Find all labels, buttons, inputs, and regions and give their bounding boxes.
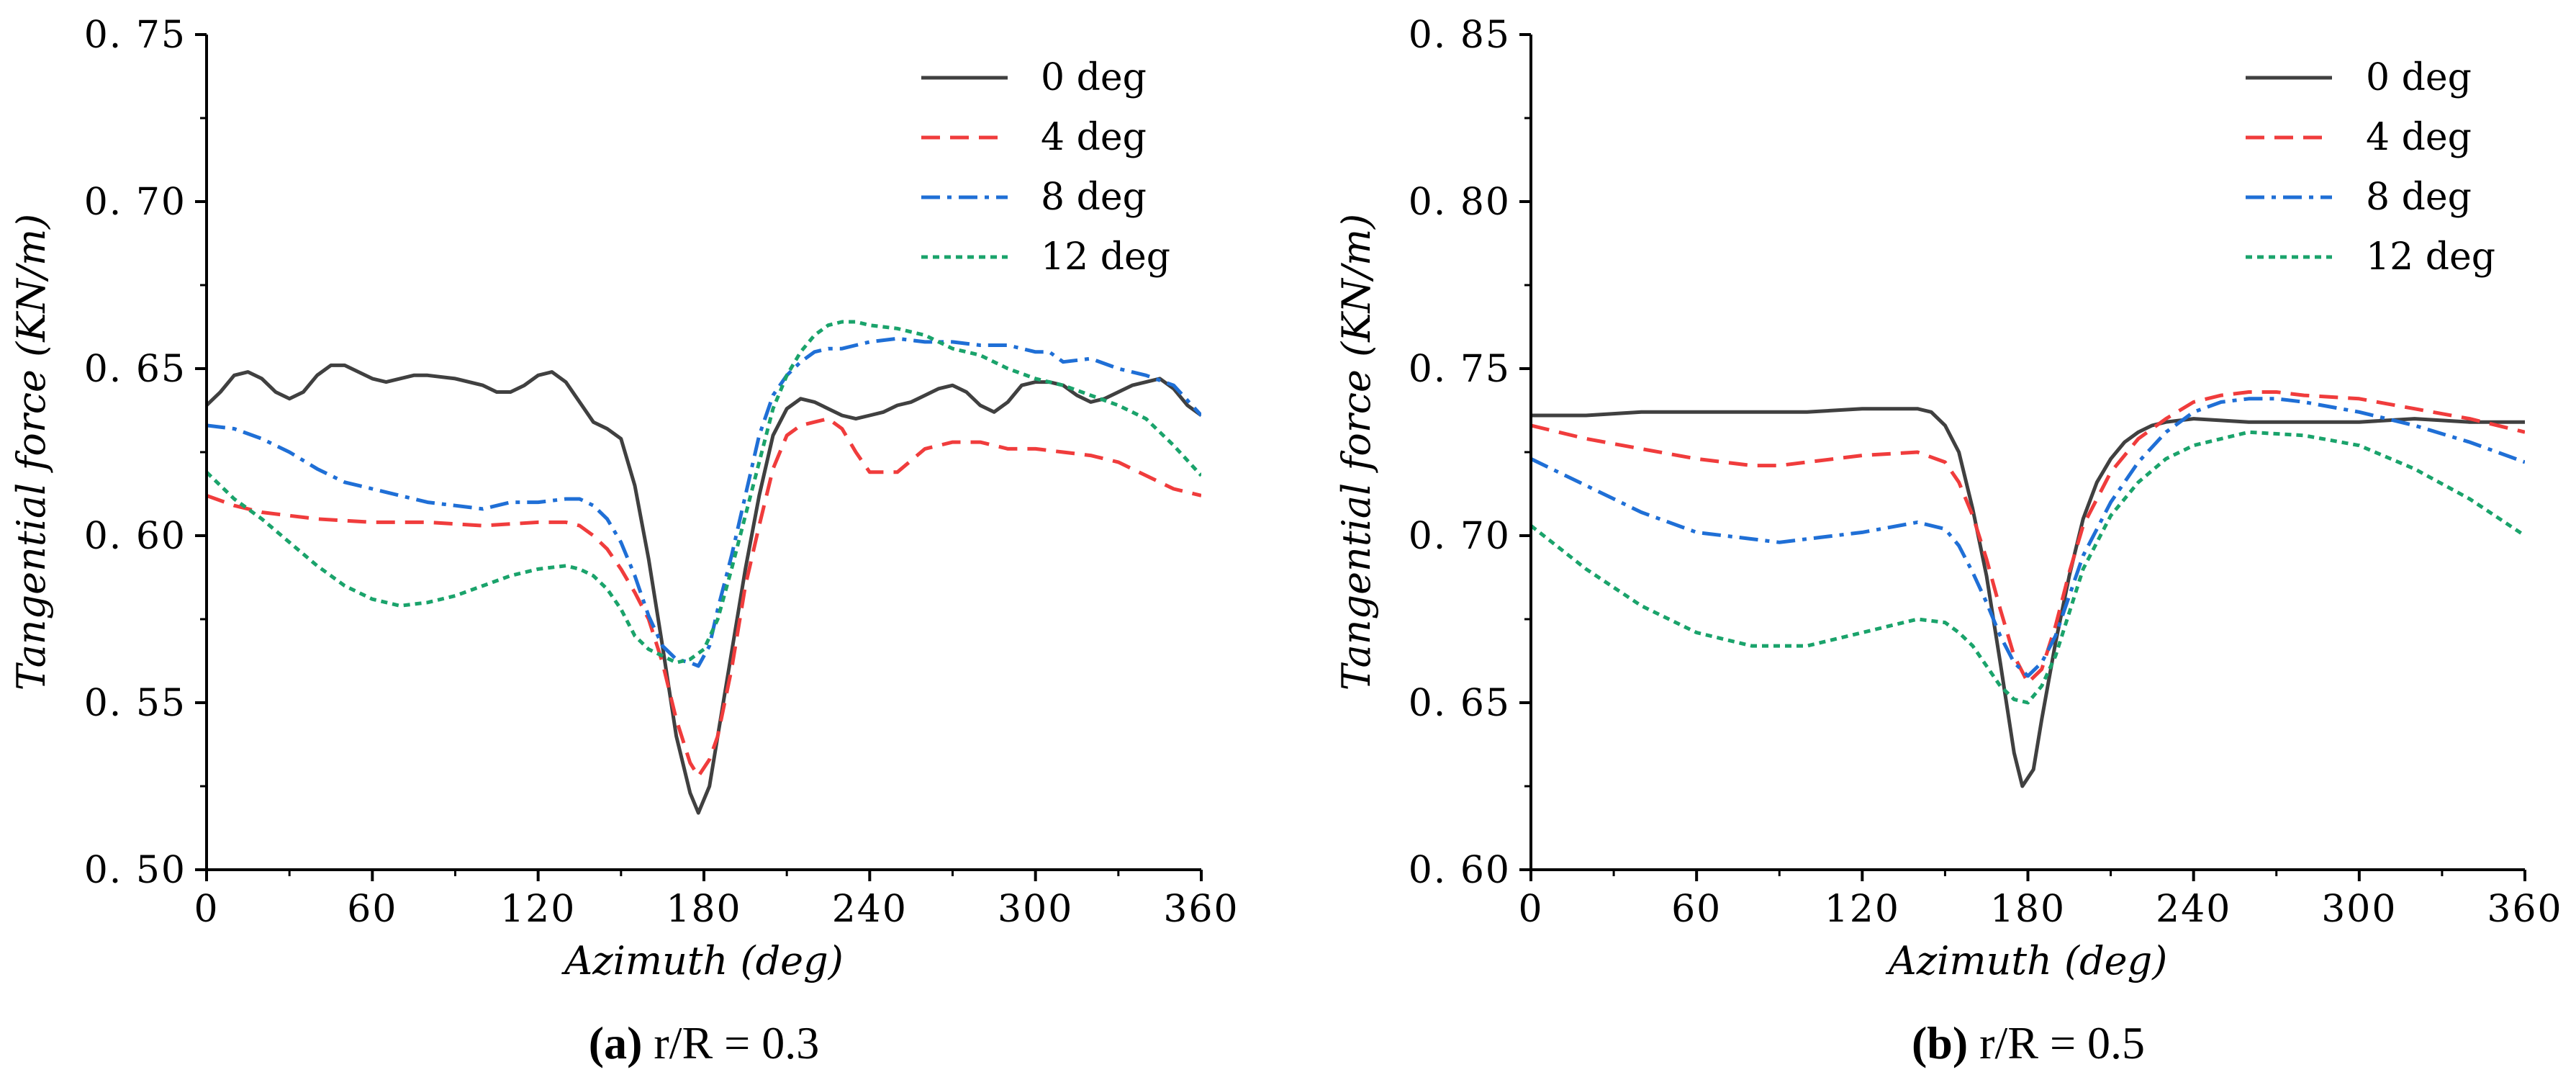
caption-label: (a) xyxy=(589,1017,643,1068)
x-tick-label: 300 xyxy=(2321,888,2397,931)
x-axis-title: Azimuth (deg) xyxy=(561,938,844,983)
x-axis-title: Azimuth (deg) xyxy=(1885,938,2168,983)
chart-panel-b: 0 60 120 180 240 300 360 0. 60 0. 65 0. 70 0. 75 0.… xyxy=(1334,14,2562,1068)
x-tick-label: 0 xyxy=(194,888,219,931)
caption-text: r/R = 0.3 xyxy=(642,1017,819,1068)
legend-label: 12 deg xyxy=(2366,235,2495,279)
series-lines xyxy=(1531,390,2525,788)
y-tick-label: 0. 70 xyxy=(84,181,186,224)
x-tick-label: 240 xyxy=(832,888,908,931)
caption-text: r/R = 0.5 xyxy=(1968,1017,2145,1068)
x-tick-label: 300 xyxy=(998,888,1073,931)
panel-caption: (b) r/R = 0.5 xyxy=(1912,1017,2145,1068)
y-tick-label: 0. 85 xyxy=(1409,14,1511,57)
x-tick-label: 240 xyxy=(2156,888,2231,931)
series-lines xyxy=(207,320,1201,815)
series-line-0-deg xyxy=(1531,407,2525,788)
series-line-12-deg xyxy=(1531,430,2525,705)
series-line-4-deg xyxy=(207,417,1201,778)
series-line-8-deg xyxy=(207,336,1201,668)
y-tick-label: 0. 55 xyxy=(84,682,186,725)
x-tick-label: 60 xyxy=(1671,888,1722,931)
legend: 0 deg 4 deg 8 deg 12 deg xyxy=(2246,56,2495,279)
x-tick-label: 0 xyxy=(1518,888,1543,931)
y-axis-title: Tangential force (KN/m) xyxy=(9,214,54,691)
legend-label: 8 deg xyxy=(1041,176,1147,219)
y-tick-label: 0. 75 xyxy=(84,14,186,57)
y-tick-label: 0. 60 xyxy=(1409,849,1511,892)
x-tick-label: 180 xyxy=(1990,888,2066,931)
caption-label: (b) xyxy=(1912,1017,1968,1068)
y-tick-label: 0. 65 xyxy=(84,348,186,391)
y-tick-label: 0. 75 xyxy=(1409,348,1511,391)
x-tick-label: 180 xyxy=(666,888,741,931)
legend-label: 0 deg xyxy=(2366,56,2472,99)
legend-label: 4 deg xyxy=(2366,116,2472,159)
y-tick-label: 0. 50 xyxy=(84,849,186,892)
legend-label: 4 deg xyxy=(1041,116,1147,159)
y-axis-title: Tangential force (KN/m) xyxy=(1334,214,1379,691)
x-tick-label: 360 xyxy=(2487,888,2562,931)
series-line-12-deg xyxy=(207,320,1201,665)
legend-label: 12 deg xyxy=(1041,235,1170,279)
x-tick-label: 60 xyxy=(347,888,397,931)
legend-label: 0 deg xyxy=(1041,56,1147,99)
y-tick-label: 0. 80 xyxy=(1409,181,1511,224)
legend-label: 8 deg xyxy=(2366,176,2472,219)
y-tick-label: 0. 65 xyxy=(1409,682,1511,725)
series-line-4-deg xyxy=(1531,390,2525,685)
x-tick-label: 360 xyxy=(1163,888,1239,931)
chart-panel-a: 0 60 120 180 240 300 360 0. 50 0. 55 0. 60 0. 65 0.… xyxy=(9,14,1239,1068)
y-tick-label: 0. 70 xyxy=(1409,515,1511,558)
panel-caption: (a) r/R = 0.3 xyxy=(589,1017,820,1068)
x-tick-label: 120 xyxy=(1825,888,1900,931)
y-tick-label: 0. 60 xyxy=(84,515,186,558)
series-line-0-deg xyxy=(207,363,1201,815)
x-tick-label: 120 xyxy=(500,888,576,931)
legend: 0 deg 4 deg 8 deg 12 deg xyxy=(921,56,1170,279)
series-line-8-deg xyxy=(1531,397,2525,678)
